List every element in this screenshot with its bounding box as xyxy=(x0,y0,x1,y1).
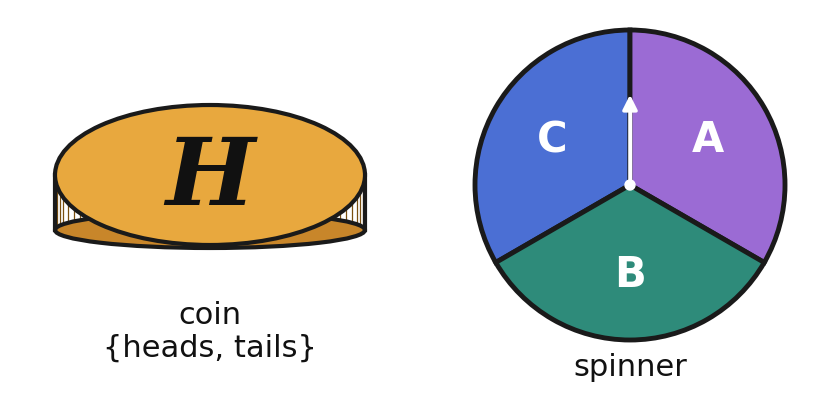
Circle shape xyxy=(624,180,634,190)
Ellipse shape xyxy=(55,212,365,248)
Wedge shape xyxy=(475,30,629,263)
Wedge shape xyxy=(629,30,784,263)
Text: C: C xyxy=(536,119,566,161)
Text: coin: coin xyxy=(179,300,241,330)
Text: H: H xyxy=(165,134,255,224)
Text: A: A xyxy=(691,119,723,161)
Ellipse shape xyxy=(55,105,365,245)
Wedge shape xyxy=(495,185,763,340)
Text: spinner: spinner xyxy=(572,354,686,383)
Text: B: B xyxy=(614,254,645,296)
Polygon shape xyxy=(55,175,365,245)
Text: {heads, tails}: {heads, tails} xyxy=(103,334,317,363)
